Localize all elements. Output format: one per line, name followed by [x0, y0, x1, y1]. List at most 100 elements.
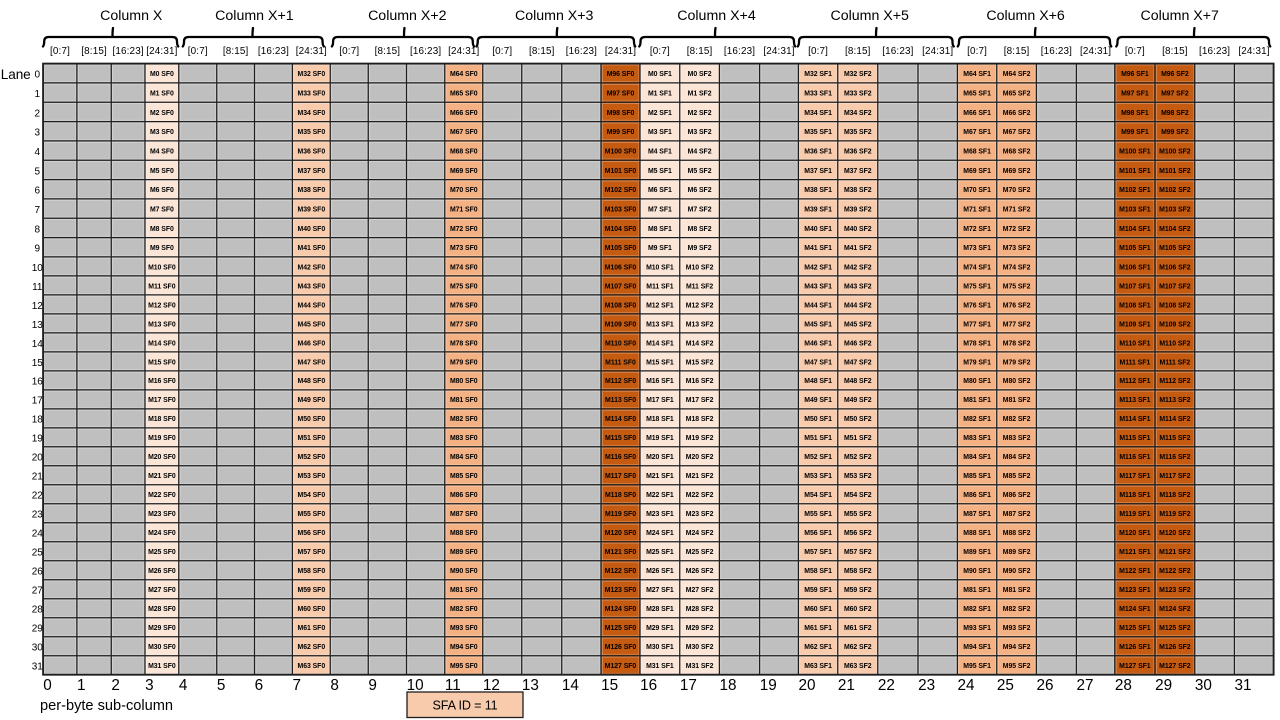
svg-text:M105 SF0: M105 SF0: [605, 245, 637, 252]
svg-text:M36 SF1: M36 SF1: [804, 148, 832, 155]
svg-text:M125 SF1: M125 SF1: [1119, 625, 1151, 632]
svg-text:M54 SF0: M54 SF0: [298, 492, 326, 499]
svg-text:M116 SF1: M116 SF1: [1119, 454, 1150, 461]
svg-text:M40 SF2: M40 SF2: [844, 226, 872, 233]
svg-text:M122 SF0: M122 SF0: [605, 568, 637, 575]
svg-text:M0 SF1: M0 SF1: [648, 71, 672, 78]
svg-text:M38 SF1: M38 SF1: [804, 187, 832, 194]
svg-text:Lane: Lane: [1, 67, 31, 82]
svg-text:M116 SF0: M116 SF0: [605, 454, 636, 461]
svg-text:M90 SF1: M90 SF1: [963, 568, 991, 575]
svg-text:31: 31: [32, 662, 44, 673]
svg-text:M12 SF0: M12 SF0: [148, 302, 176, 309]
svg-text:M48 SF0: M48 SF0: [298, 378, 326, 385]
svg-text:M39 SF0: M39 SF0: [298, 206, 326, 213]
svg-text:M6 SF0: M6 SF0: [150, 187, 174, 194]
svg-text:M76 SF1: M76 SF1: [963, 302, 991, 309]
svg-text:4: 4: [179, 677, 188, 694]
svg-text:M6 SF1: M6 SF1: [648, 187, 672, 194]
svg-text:M89 SF1: M89 SF1: [963, 549, 991, 556]
svg-text:M82 SF0: M82 SF0: [450, 606, 478, 613]
svg-text:13: 13: [32, 320, 44, 331]
svg-text:Column X+5: Column X+5: [830, 8, 909, 24]
svg-text:M22 SF1: M22 SF1: [646, 492, 674, 499]
svg-text:[0:7]: [0:7]: [50, 46, 70, 57]
svg-text:M57 SF2: M57 SF2: [844, 549, 872, 556]
svg-text:M56 SF0: M56 SF0: [298, 530, 326, 537]
svg-text:M40 SF1: M40 SF1: [804, 226, 832, 233]
svg-text:M46 SF1: M46 SF1: [804, 340, 832, 347]
svg-text:M10 SF0: M10 SF0: [148, 264, 176, 271]
svg-text:M6 SF2: M6 SF2: [688, 187, 712, 194]
svg-text:M17 SF2: M17 SF2: [686, 397, 714, 404]
svg-text:M15 SF1: M15 SF1: [646, 359, 674, 366]
svg-text:M115 SF1: M115 SF1: [1119, 435, 1150, 442]
svg-text:M24 SF2: M24 SF2: [686, 530, 714, 537]
svg-text:Column X+4: Column X+4: [677, 8, 756, 24]
svg-text:M59 SF0: M59 SF0: [298, 587, 326, 594]
svg-text:M105 SF1: M105 SF1: [1119, 245, 1151, 252]
svg-text:M25 SF2: M25 SF2: [686, 549, 714, 556]
svg-text:6: 6: [35, 186, 41, 197]
svg-text:M69 SF0: M69 SF0: [450, 168, 478, 175]
svg-text:M119 SF1: M119 SF1: [1119, 511, 1150, 518]
svg-text:M95 SF2: M95 SF2: [1003, 663, 1031, 670]
svg-text:M74 SF0: M74 SF0: [450, 264, 478, 271]
svg-text:M58 SF2: M58 SF2: [844, 568, 872, 575]
svg-text:M15 SF2: M15 SF2: [686, 359, 714, 366]
svg-text:M111 SF0: M111 SF0: [605, 359, 636, 366]
svg-text:M99 SF1: M99 SF1: [1121, 129, 1149, 136]
svg-text:M63 SF2: M63 SF2: [844, 663, 872, 670]
svg-text:M52 SF1: M52 SF1: [804, 454, 832, 461]
svg-text:M115 SF0: M115 SF0: [605, 435, 636, 442]
svg-text:[16:23]: [16:23]: [112, 46, 143, 57]
svg-text:M27 SF1: M27 SF1: [646, 587, 674, 594]
svg-text:M108 SF2: M108 SF2: [1159, 302, 1191, 309]
svg-text:M56 SF2: M56 SF2: [844, 530, 872, 537]
svg-text:8: 8: [35, 224, 41, 235]
svg-text:M90 SF2: M90 SF2: [1003, 568, 1031, 575]
svg-text:M109 SF1: M109 SF1: [1119, 321, 1151, 328]
svg-text:M55 SF0: M55 SF0: [298, 511, 326, 518]
svg-text:M89 SF0: M89 SF0: [450, 549, 478, 556]
svg-text:M102 SF2: M102 SF2: [1159, 187, 1191, 194]
svg-text:19: 19: [760, 677, 777, 694]
svg-text:[0:7]: [0:7]: [339, 46, 359, 57]
svg-text:12: 12: [483, 677, 500, 694]
svg-text:M123 SF2: M123 SF2: [1159, 587, 1191, 594]
svg-text:[8:15]: [8:15]: [845, 46, 871, 57]
svg-text:M45 SF2: M45 SF2: [844, 321, 872, 328]
svg-text:M4 SF1: M4 SF1: [648, 148, 672, 155]
svg-text:M12 SF1: M12 SF1: [646, 302, 674, 309]
svg-text:17: 17: [32, 396, 44, 407]
svg-text:M123 SF1: M123 SF1: [1119, 587, 1151, 594]
svg-text:M79 SF2: M79 SF2: [1003, 359, 1031, 366]
svg-text:M127 SF2: M127 SF2: [1159, 663, 1191, 670]
svg-text:M17 SF1: M17 SF1: [646, 397, 674, 404]
svg-text:M29 SF1: M29 SF1: [646, 625, 674, 632]
svg-text:M78 SF2: M78 SF2: [1003, 340, 1031, 347]
svg-text:[0:7]: [0:7]: [808, 46, 828, 57]
svg-text:25: 25: [997, 677, 1014, 694]
svg-text:M1 SF0: M1 SF0: [150, 91, 174, 98]
svg-text:Column X+1: Column X+1: [215, 8, 294, 24]
svg-text:M82 SF2: M82 SF2: [1003, 416, 1031, 423]
svg-text:M28 SF2: M28 SF2: [686, 606, 714, 613]
svg-text:M124 SF2: M124 SF2: [1159, 606, 1191, 613]
svg-text:26: 26: [32, 567, 44, 578]
svg-text:M89 SF2: M89 SF2: [1003, 549, 1031, 556]
svg-text:M101 SF2: M101 SF2: [1159, 168, 1191, 175]
svg-text:M102 SF1: M102 SF1: [1119, 187, 1151, 194]
svg-text:M79 SF0: M79 SF0: [450, 359, 478, 366]
svg-text:[16:23]: [16:23]: [882, 46, 913, 57]
svg-text:M126 SF0: M126 SF0: [605, 644, 637, 651]
svg-text:M83 SF0: M83 SF0: [450, 435, 478, 442]
svg-text:M35 SF2: M35 SF2: [844, 129, 872, 136]
svg-text:M36 SF0: M36 SF0: [298, 148, 326, 155]
svg-text:M39 SF1: M39 SF1: [804, 206, 832, 213]
svg-text:M80 SF1: M80 SF1: [963, 378, 991, 385]
svg-text:M31 SF0: M31 SF0: [148, 663, 176, 670]
svg-text:M39 SF2: M39 SF2: [844, 206, 872, 213]
svg-text:M14 SF1: M14 SF1: [646, 340, 674, 347]
svg-text:[0:7]: [0:7]: [1125, 46, 1145, 57]
